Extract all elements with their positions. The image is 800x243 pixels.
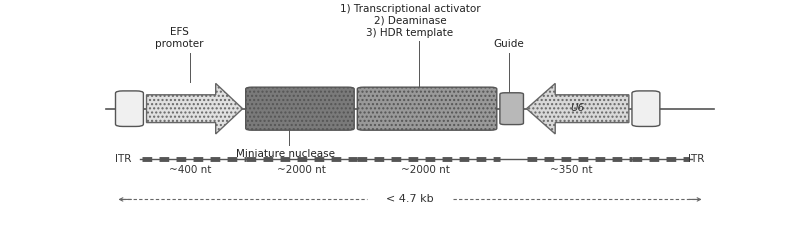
Text: ITR: ITR [115,154,132,164]
FancyBboxPatch shape [500,93,523,125]
Text: ~2000 nt: ~2000 nt [277,165,326,175]
Text: ~2000 nt: ~2000 nt [401,165,450,175]
Text: Guide: Guide [494,39,525,49]
FancyBboxPatch shape [632,91,660,126]
FancyBboxPatch shape [115,91,143,126]
Text: ITR: ITR [688,154,705,164]
Text: ~400 nt: ~400 nt [169,165,211,175]
Text: EFS
promoter: EFS promoter [155,27,204,49]
Polygon shape [146,83,242,134]
FancyBboxPatch shape [358,87,497,130]
Text: < 4.7 kb: < 4.7 kb [386,194,434,204]
Text: 1) Transcriptional activator
2) Deaminase
3) HDR template: 1) Transcriptional activator 2) Deaminas… [340,4,480,38]
Polygon shape [526,83,629,134]
FancyBboxPatch shape [246,87,354,130]
Text: ~350 nt: ~350 nt [550,165,593,175]
Text: U6: U6 [570,103,585,113]
Text: Miniature nuclease: Miniature nuclease [237,149,335,159]
